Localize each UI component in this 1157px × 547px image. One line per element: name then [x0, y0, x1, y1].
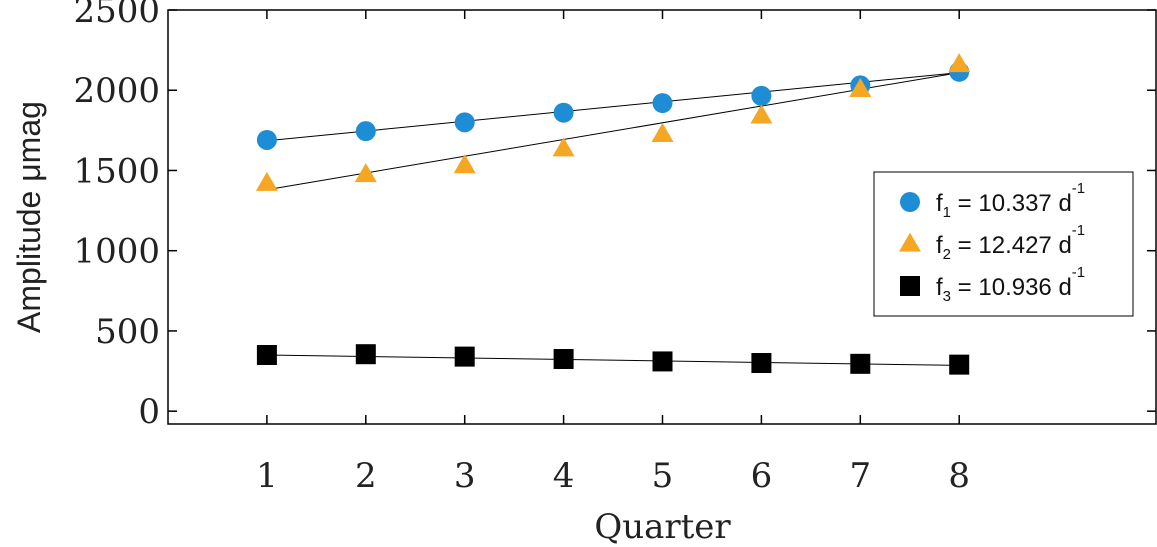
legend-label-part: 3	[943, 288, 951, 305]
data-point	[751, 353, 772, 374]
data-point	[652, 351, 673, 372]
data-point	[354, 163, 377, 183]
legend-label-part: f	[936, 232, 943, 259]
data-markers	[255, 53, 971, 375]
data-point	[255, 171, 278, 191]
fit-lines	[266, 72, 960, 366]
legend: f1 = 10.337 d-1f2 = 12.427 d-1f3 = 10.93…	[873, 171, 1134, 317]
data-point	[850, 353, 871, 374]
data-point	[849, 78, 872, 98]
x-tick-label: 1	[256, 456, 278, 496]
data-point	[453, 154, 476, 174]
legend-label-part: = 10.936 d	[951, 274, 1072, 301]
legend-label-3: f3 = 10.936 d-1	[936, 264, 1085, 305]
fit-line-series-3	[266, 354, 960, 366]
legend-label-part: = 10.337 d	[951, 190, 1072, 217]
data-point	[750, 104, 773, 124]
data-point	[454, 346, 475, 367]
data-point	[552, 137, 575, 157]
data-point	[751, 85, 772, 106]
legend-marker-2	[899, 232, 921, 252]
x-tick-label: 7	[849, 456, 871, 496]
data-point	[454, 112, 475, 133]
data-point	[949, 354, 970, 375]
data-point	[355, 344, 376, 365]
data-point	[651, 122, 674, 142]
legend-label-part: 2	[943, 246, 951, 263]
x-tick-label: 6	[751, 456, 773, 496]
axes: 0 500 1000 1500 2000 2500 1 2 3 4 5 6 7 8	[73, 0, 1157, 496]
legend-label-2: f2 = 12.427 d-1	[936, 222, 1085, 263]
y-tick-label: 1500	[73, 151, 160, 191]
legend-label-part: = 12.427 d	[951, 232, 1072, 259]
y-axis-title: Amplitude μmag	[11, 101, 47, 333]
data-point	[948, 53, 971, 73]
data-point	[355, 121, 376, 142]
data-point	[553, 349, 574, 370]
x-tick-label: 4	[553, 456, 575, 496]
legend-label-part: -1	[1072, 180, 1085, 197]
legend-label-part: 1	[943, 204, 951, 221]
x-tick-label: 5	[652, 456, 674, 496]
legend-marker-3	[900, 276, 920, 296]
series-1	[256, 61, 970, 150]
data-point	[256, 129, 277, 150]
legend-label-part: -1	[1072, 222, 1085, 239]
fit-line-series-2	[266, 72, 960, 191]
y-tick-label: 0	[138, 392, 160, 432]
y-tick-label: 2500	[73, 0, 160, 31]
x-tick-label: 2	[355, 456, 377, 496]
legend-marker-1	[900, 192, 920, 212]
y-tick-label: 1000	[73, 232, 160, 272]
data-point	[553, 102, 574, 123]
data-point	[256, 345, 277, 365]
x-axis-title: Quarter	[594, 507, 731, 547]
x-tick-label: 3	[454, 456, 476, 496]
y-tick-label: 500	[95, 312, 160, 352]
fit-line-series-1	[266, 72, 960, 142]
legend-label-part: f	[936, 190, 943, 217]
x-tick-label: 8	[948, 456, 970, 496]
y-tick-label: 2000	[73, 71, 160, 111]
series-3	[256, 344, 970, 375]
data-point	[652, 93, 673, 114]
series-2	[255, 53, 971, 191]
legend-label-1: f1 = 10.337 d-1	[936, 180, 1085, 221]
legend-label-part: -1	[1072, 264, 1085, 281]
legend-label-part: f	[936, 274, 943, 301]
